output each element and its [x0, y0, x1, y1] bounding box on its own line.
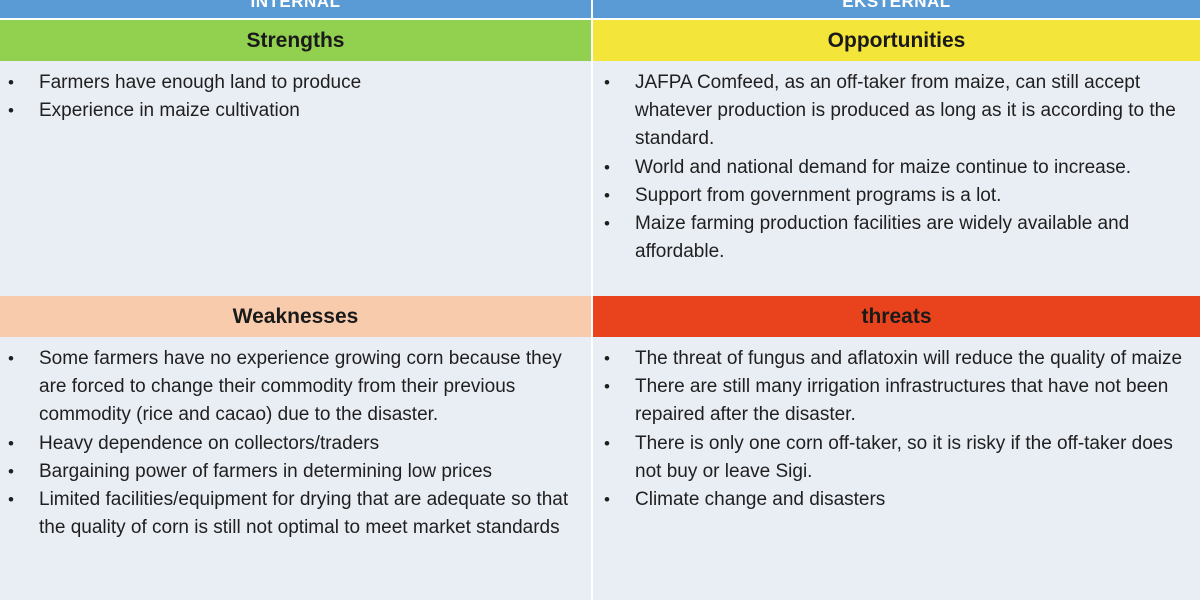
- opportunities-header: Opportunities: [593, 20, 1200, 61]
- weaknesses-list: Some farmers have no experience growing …: [8, 345, 586, 542]
- opportunities-item: Maize farming production facilities are …: [604, 210, 1194, 266]
- header-row-top: Strengths Opportunities: [0, 20, 1200, 61]
- strengths-item: Experience in maize cultivation: [8, 97, 586, 125]
- body-row-bottom: Some farmers have no experience growing …: [0, 337, 1200, 600]
- opportunities-list: JAFPA Comfeed, as an off-taker from maiz…: [604, 69, 1194, 266]
- threats-header: threats: [593, 296, 1200, 337]
- weaknesses-header: Weaknesses: [0, 296, 593, 337]
- weaknesses-cell: Some farmers have no experience growing …: [0, 337, 593, 600]
- threats-item: There are still many irrigation infrastr…: [604, 373, 1194, 429]
- body-row-top: Farmers have enough land to produceExper…: [0, 61, 1200, 296]
- threats-cell: The threat of fungus and aflatoxin will …: [593, 337, 1200, 600]
- threats-item: There is only one corn off-taker, so it …: [604, 430, 1194, 486]
- weaknesses-item: Limited facilities/equipment for drying …: [8, 486, 586, 542]
- weaknesses-item: Heavy dependence on collectors/traders: [8, 430, 586, 458]
- opportunities-item: World and national demand for maize cont…: [604, 154, 1194, 182]
- opportunities-item: Support from government programs is a lo…: [604, 182, 1194, 210]
- external-band: EKSTERNAL: [593, 0, 1200, 18]
- threats-list: The threat of fungus and aflatoxin will …: [604, 345, 1194, 514]
- opportunities-cell: JAFPA Comfeed, as an off-taker from maiz…: [593, 61, 1200, 296]
- header-row-bottom: Weaknesses threats: [0, 296, 1200, 337]
- strengths-header: Strengths: [0, 20, 593, 61]
- opportunities-item: JAFPA Comfeed, as an off-taker from maiz…: [604, 69, 1194, 154]
- weaknesses-item: Bargaining power of farmers in determini…: [8, 458, 586, 486]
- weaknesses-item: Some farmers have no experience growing …: [8, 345, 586, 430]
- threats-item: The threat of fungus and aflatoxin will …: [604, 345, 1194, 373]
- internal-band: INTERNAL: [0, 0, 593, 18]
- internal-label: INTERNAL: [250, 0, 341, 11]
- threats-item: Climate change and disasters: [604, 486, 1194, 514]
- section-band: INTERNAL EKSTERNAL: [0, 0, 1200, 18]
- strengths-list: Farmers have enough land to produceExper…: [8, 69, 586, 126]
- external-label: EKSTERNAL: [842, 0, 951, 11]
- strengths-item: Farmers have enough land to produce: [8, 69, 586, 97]
- strengths-cell: Farmers have enough land to produceExper…: [0, 61, 593, 296]
